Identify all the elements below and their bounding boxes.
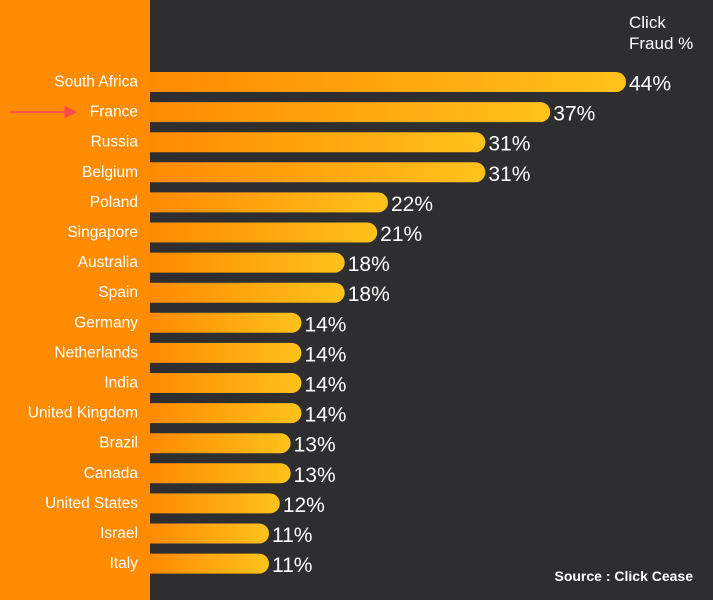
value-label-israel: 11% xyxy=(272,524,312,547)
bar-france xyxy=(150,102,551,123)
bar-spain xyxy=(150,282,345,303)
category-label-germany: Germany xyxy=(74,314,138,331)
value-label-australia: 18% xyxy=(348,253,390,276)
value-label-germany: 14% xyxy=(304,313,346,336)
value-label-netherlands: 14% xyxy=(304,343,346,366)
value-label-canada: 13% xyxy=(294,464,336,487)
header-line-2: Fraud % xyxy=(629,34,694,53)
category-panel xyxy=(0,0,150,600)
bar-italy xyxy=(150,553,269,574)
category-label-canada: Canada xyxy=(84,465,139,482)
value-label-brazil: 13% xyxy=(294,434,336,457)
bar-united-states xyxy=(150,493,280,514)
category-label-israel: Israel xyxy=(100,525,138,542)
value-label-singapore: 21% xyxy=(380,223,422,246)
category-label-russia: Russia xyxy=(91,134,139,151)
bar-russia xyxy=(150,132,486,153)
category-label-poland: Poland xyxy=(90,194,138,211)
bar-india xyxy=(150,373,302,393)
value-label-italy: 11% xyxy=(272,554,312,577)
category-label-belgium: Belgium xyxy=(82,164,138,181)
value-column-header: Click Fraud % xyxy=(629,12,693,54)
category-label-united-kingdom: United Kingdom xyxy=(28,405,138,422)
bar-poland xyxy=(150,192,388,213)
bar-israel xyxy=(150,523,269,544)
category-label-singapore: Singapore xyxy=(67,224,138,241)
category-label-netherlands: Netherlands xyxy=(54,344,138,361)
category-label-india: India xyxy=(104,375,138,392)
bar-south-africa xyxy=(150,72,626,92)
category-label-south-africa: South Africa xyxy=(54,74,138,91)
bar-singapore xyxy=(150,222,378,243)
bar-canada xyxy=(150,463,291,484)
category-label-australia: Australia xyxy=(78,254,139,271)
value-label-france: 37% xyxy=(553,103,595,126)
value-label-united-states: 12% xyxy=(283,494,325,517)
source-note: Source : Click Cease xyxy=(554,568,693,584)
value-label-india: 14% xyxy=(304,374,346,397)
bar-netherlands xyxy=(150,342,302,363)
bar-australia xyxy=(150,252,345,273)
value-label-south-africa: 44% xyxy=(629,73,671,96)
category-label-spain: Spain xyxy=(98,284,138,301)
category-label-france: France xyxy=(90,104,138,121)
category-label-brazil: Brazil xyxy=(99,435,138,452)
value-label-spain: 18% xyxy=(348,283,390,306)
bar-belgium xyxy=(150,162,486,183)
bar-germany xyxy=(150,312,302,333)
bar-united-kingdom xyxy=(150,403,302,424)
value-label-united-kingdom: 14% xyxy=(304,404,346,427)
bar-brazil xyxy=(150,433,291,454)
category-label-italy: Italy xyxy=(110,555,139,572)
header-line-1: Click xyxy=(629,13,666,32)
value-label-belgium: 31% xyxy=(488,163,530,186)
category-label-united-states: United States xyxy=(45,495,138,512)
value-label-poland: 22% xyxy=(391,193,433,216)
value-label-russia: 31% xyxy=(488,133,530,156)
